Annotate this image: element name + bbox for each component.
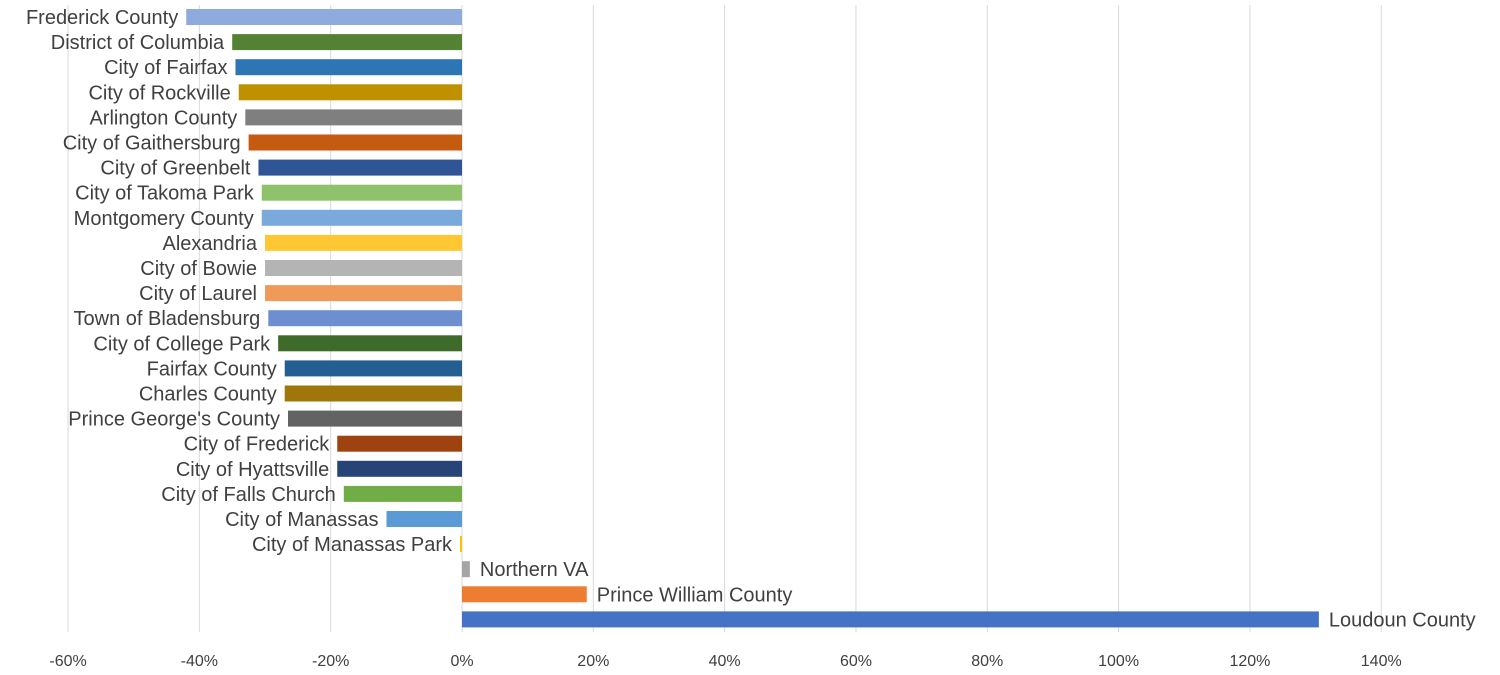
x-tick-label: 40% (709, 653, 741, 670)
x-tick-label: 80% (971, 653, 1003, 670)
bar (278, 335, 462, 352)
category-label: Town of Bladensburg (74, 308, 261, 330)
bar (337, 460, 462, 477)
category-label: District of Columbia (51, 32, 225, 54)
x-tick-label: 100% (1098, 653, 1139, 670)
bar (343, 485, 462, 502)
category-label: City of Manassas (225, 509, 378, 531)
x-tick-label: 20% (577, 653, 609, 670)
bar (186, 9, 462, 25)
category-labels: Frederick County District of Columbia City… (26, 7, 1476, 631)
bar (265, 234, 462, 251)
category-label: City of Hyattsville (176, 459, 329, 481)
category-label: City of Bowie (140, 258, 257, 280)
bar (288, 410, 462, 427)
category-label: City of Manassas Park (252, 534, 453, 556)
category-label: City of Greenbelt (100, 158, 251, 180)
x-tick-label: 120% (1229, 653, 1270, 670)
category-label: Charles County (139, 384, 277, 406)
category-label: Fairfax County (147, 358, 277, 380)
bar (261, 209, 462, 226)
bars (186, 9, 1319, 628)
bar (238, 84, 462, 101)
category-label: Northern VA (480, 559, 589, 581)
x-axis-tick-labels: -60% -40% -20% 0% 20% 40% 60% 80% 100% 120% 140% (49, 653, 1401, 670)
bar (386, 511, 462, 527)
bar (232, 34, 462, 51)
category-label: City of Falls Church (161, 484, 336, 506)
x-tick-label: -60% (49, 653, 86, 670)
category-label: City of Fairfax (104, 57, 227, 79)
bar (265, 285, 462, 302)
x-tick-label: -20% (312, 653, 349, 670)
category-label: City of Gaithersburg (63, 133, 241, 155)
bar (265, 260, 462, 276)
bar (462, 611, 1319, 628)
x-tick-label: 140% (1361, 653, 1402, 670)
category-label: City of College Park (93, 333, 271, 355)
bar (462, 561, 470, 578)
bar (268, 310, 462, 327)
bar (258, 159, 462, 176)
category-label: City of Frederick (184, 434, 331, 456)
x-tick-label: -40% (181, 653, 218, 670)
category-label: Loudoun County (1329, 609, 1476, 631)
category-label: Prince William County (597, 584, 793, 606)
category-label: City of Laurel (139, 283, 257, 305)
category-label: Montgomery County (74, 208, 254, 230)
bar (284, 360, 462, 377)
bar (337, 435, 462, 452)
category-label: Frederick County (26, 7, 178, 29)
bar (462, 586, 587, 603)
x-tick-label: 60% (840, 653, 872, 670)
bar (248, 134, 462, 151)
x-tick-label: 0% (450, 653, 473, 670)
bar (261, 184, 462, 201)
category-label: Alexandria (163, 233, 258, 255)
category-label: City of Rockville (88, 82, 230, 104)
bar (460, 536, 462, 553)
category-label: City of Takoma Park (75, 183, 255, 205)
bar (284, 385, 462, 402)
category-label: Prince George's County (68, 409, 280, 431)
bar (235, 59, 462, 76)
bar (245, 109, 462, 126)
category-label: Arlington County (89, 107, 237, 129)
